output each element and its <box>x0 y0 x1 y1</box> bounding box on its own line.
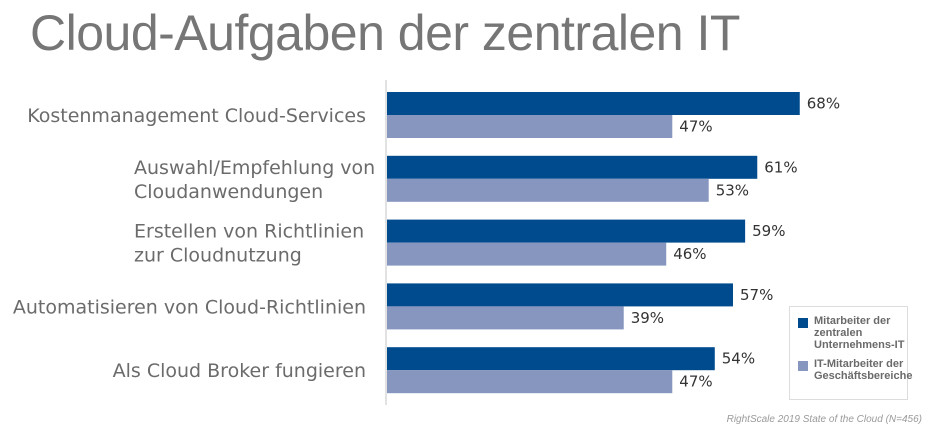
bar-series-2 <box>387 178 709 202</box>
category-label: Kostenmanagement Cloud-Services <box>27 105 366 127</box>
data-label: 61% <box>764 158 797 176</box>
bar-series-2 <box>387 370 673 394</box>
legend-item-series-2: IT-Mitarbeiter der Geschäftsbereiche <box>798 358 913 382</box>
data-label: 46% <box>673 245 706 263</box>
bar-series-1 <box>387 155 758 179</box>
bar-series-1 <box>387 219 746 243</box>
data-label: 53% <box>716 181 749 199</box>
data-label: 59% <box>752 222 785 240</box>
legend-label-series-1: Mitarbeiter der zentralen Unternehmens-I… <box>814 315 905 351</box>
bar-series-2 <box>387 115 673 138</box>
source-note: RightScale 2019 State of the Cloud (N=45… <box>726 414 922 425</box>
legend-swatch-series-1 <box>798 318 808 328</box>
data-label: 39% <box>631 309 664 327</box>
bar-series-1 <box>387 92 800 115</box>
legend-label-series-2: IT-Mitarbeiter der Geschäftsbereiche <box>814 358 913 382</box>
data-label: 54% <box>722 350 755 368</box>
data-label: 47% <box>679 118 712 136</box>
category-label: Auswahl/Empfehlung von Cloudanwendungen <box>134 157 375 203</box>
bar-series-2 <box>387 242 667 266</box>
bar-series-2 <box>387 306 624 330</box>
category-label: Als Cloud Broker fungieren <box>113 360 366 382</box>
bar-series-1 <box>387 347 715 371</box>
legend-item-series-1: Mitarbeiter der zentralen Unternehmens-I… <box>798 315 909 351</box>
bar-series-1 <box>387 283 733 307</box>
chart-legend: Mitarbeiter der zentralen Unternehmens-I… <box>789 306 913 400</box>
category-label: Automatisieren von Cloud-Richtlinien <box>13 296 366 318</box>
chart-title: Cloud-Aufgaben der zentralen IT <box>30 5 740 61</box>
category-label: Erstellen von Richtlinien zur Cloudnutzun… <box>134 221 364 267</box>
legend-swatch-series-2 <box>798 361 808 371</box>
data-label: 57% <box>740 286 773 304</box>
data-label: 47% <box>679 373 712 391</box>
data-label: 68% <box>807 95 840 113</box>
